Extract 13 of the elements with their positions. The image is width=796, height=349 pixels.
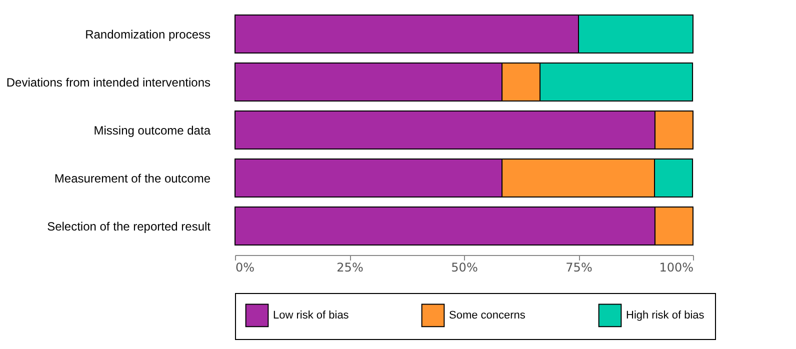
y-tick-label: Deviations from intended interventions: [6, 76, 210, 90]
x-tick-label: 75%: [566, 260, 592, 274]
y-tick-label: Measurement of the outcome: [54, 172, 211, 186]
x-tick-label: 25%: [336, 260, 364, 274]
x-tick-label: 50%: [451, 260, 478, 274]
y-tick-label: Missing outcome data: [94, 124, 211, 138]
x-tick-label: 100%: [659, 260, 694, 274]
legend-label: Low risk of bias: [273, 309, 350, 322]
legend-label: High risk of bias: [626, 309, 705, 322]
y-tick-label: Randomization process: [85, 28, 210, 42]
legend-label: Some concerns: [449, 309, 526, 322]
x-tick-label: 0%: [236, 260, 255, 274]
y-tick-label: Selection of the reported result: [47, 220, 212, 234]
